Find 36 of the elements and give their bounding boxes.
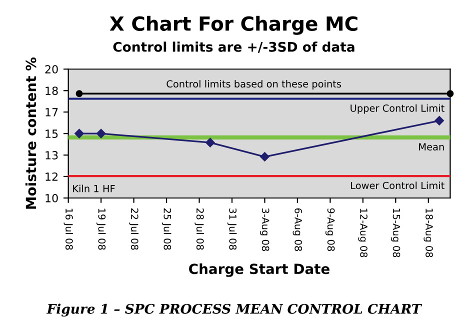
y-tick-label: 13 — [46, 151, 58, 160]
y-tick-label: 15 — [46, 130, 58, 138]
x-tick-label: 6-Aug 08 — [292, 208, 302, 251]
x-tick-label: 18-Aug 08 — [424, 208, 433, 258]
point — [96, 128, 106, 138]
x-tick-label: 3-Aug 08 — [260, 208, 270, 251]
x-tick-label: 22 Jul 08 — [129, 208, 138, 250]
y-tick-label: 18 — [46, 86, 58, 96]
chart-subtitle: Control limits are +/-3SD of data — [113, 42, 354, 53]
x-tick-label: 28 Jul 08 — [194, 208, 204, 250]
x-tick-label: 25 Jul 08 — [162, 208, 172, 250]
chart-title: X Chart For Charge MC — [110, 16, 358, 35]
ref-line-label: Mean — [419, 143, 444, 151]
x-tick-label: 12-Aug 08 — [358, 208, 368, 258]
annotation: Kiln 1 HF — [73, 184, 115, 192]
point — [76, 90, 83, 98]
ref-line-label: Lower Control Limit — [351, 182, 444, 190]
x-tick-label: 9-Aug 08 — [325, 208, 335, 251]
point — [206, 138, 215, 148]
annotation: Control limits based on these points — [166, 80, 342, 90]
x-tick-label: 15-Aug 08 — [390, 208, 400, 258]
y-tick-label: 17 — [46, 108, 58, 116]
x-tick-label: 19 Jul 08 — [96, 208, 106, 250]
y-tick-label: 12 — [46, 172, 58, 181]
x-tick-label: 31 Jul 08 — [227, 208, 237, 250]
point — [446, 90, 454, 98]
y-axis-title: Moisture content % — [25, 57, 36, 209]
caption: Figure 1 – SPC PROCESS MEAN CONTROL CHART — [46, 304, 422, 317]
x-tick-label: 16 Jul 08 — [64, 208, 74, 250]
point — [74, 128, 84, 138]
ref-line-label: Upper Control Limit — [350, 104, 444, 114]
point — [434, 116, 444, 126]
x-axis-title: Charge Start Date — [189, 263, 330, 277]
y-tick-label: 10 — [46, 194, 58, 202]
y-tick-label: 20 — [45, 65, 58, 74]
point — [260, 152, 270, 162]
